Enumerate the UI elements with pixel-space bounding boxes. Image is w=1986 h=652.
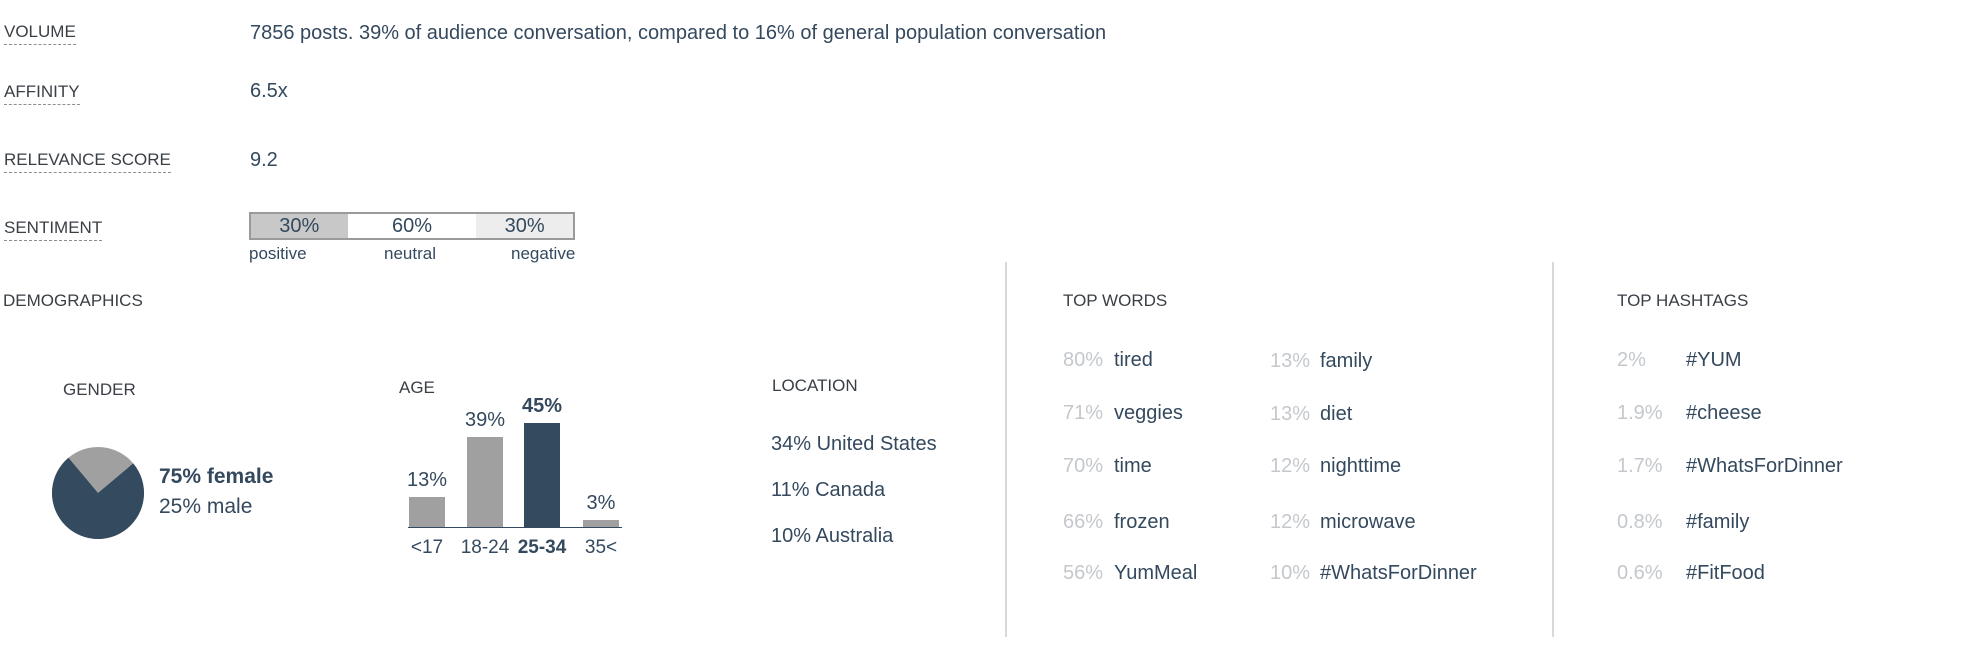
top-word-pct: 12% bbox=[1270, 511, 1311, 533]
top-word-text[interactable]: frozen bbox=[1114, 511, 1170, 533]
top-word-text[interactable]: diet bbox=[1320, 403, 1353, 425]
relevance-score-value: 9.2 bbox=[250, 149, 278, 171]
gender-male-label: 25% male bbox=[159, 495, 253, 518]
sentiment-positive-pct: 30% bbox=[279, 214, 320, 237]
top-words-title: TOP WORDS bbox=[1063, 291, 1168, 310]
gender-female-label: 75% female bbox=[159, 465, 274, 488]
gender-title: GENDER bbox=[63, 380, 136, 399]
volume-value: 7856 posts. 39% of audience conversation… bbox=[250, 22, 1107, 44]
sentiment-bar: 30% 60% 30% bbox=[249, 212, 575, 240]
affinity-label[interactable]: AFFINITY bbox=[4, 82, 80, 105]
location-item: 10% Australia bbox=[771, 525, 894, 547]
age-bar-category-label: 18-24 bbox=[460, 537, 510, 558]
age-bar bbox=[467, 436, 503, 527]
top-hashtag-pct: 2% bbox=[1617, 349, 1646, 371]
top-word-text[interactable]: tired bbox=[1114, 349, 1153, 371]
top-hashtag-text[interactable]: #cheese bbox=[1686, 402, 1762, 424]
top-word-pct: 10% bbox=[1270, 562, 1311, 584]
sentiment-label[interactable]: SENTIMENT bbox=[4, 218, 103, 241]
age-bar-value-label: 3% bbox=[586, 492, 616, 515]
top-hashtag-text[interactable]: #YUM bbox=[1686, 349, 1742, 371]
age-bar-category-label: 35< bbox=[584, 537, 618, 558]
age-bar bbox=[583, 520, 619, 527]
sentiment-neutral-pct: 60% bbox=[391, 214, 432, 237]
top-hashtags-title: TOP HASHTAGS bbox=[1617, 291, 1749, 310]
top-word-pct: 70% bbox=[1063, 455, 1104, 477]
top-word-pct: 13% bbox=[1270, 403, 1311, 425]
affinity-value: 6.5x bbox=[250, 80, 288, 102]
pie-slice-female bbox=[51, 457, 144, 539]
top-hashtag-pct: 0.8% bbox=[1617, 511, 1663, 533]
top-word-pct: 80% bbox=[1063, 349, 1104, 371]
location-title: LOCATION bbox=[772, 376, 858, 395]
top-hashtag-text[interactable]: #FitFood bbox=[1686, 562, 1765, 584]
top-word-pct: 12% bbox=[1270, 455, 1311, 477]
top-word-text[interactable]: nighttime bbox=[1320, 455, 1402, 477]
age-bar-value-label: 13% bbox=[406, 468, 448, 491]
top-word-text[interactable]: family bbox=[1320, 350, 1373, 372]
top-word-text[interactable]: time bbox=[1114, 455, 1152, 477]
age-chart-baseline bbox=[408, 527, 622, 528]
location-item: 34% United States bbox=[771, 433, 937, 455]
sentiment-positive-segment: 30% bbox=[251, 214, 348, 238]
top-word-pct: 71% bbox=[1063, 402, 1104, 424]
top-hashtag-pct: 0.6% bbox=[1617, 562, 1663, 584]
top-hashtag-pct: 1.9% bbox=[1617, 402, 1663, 424]
age-bar-category-label: 25-34 bbox=[517, 537, 567, 558]
sentiment-negative-pct: 30% bbox=[504, 214, 545, 237]
top-word-text[interactable]: #WhatsForDinner bbox=[1320, 562, 1477, 584]
sentiment-positive-caption: positive bbox=[249, 244, 307, 263]
age-title: AGE bbox=[399, 378, 435, 397]
age-bar-value-label: 45% bbox=[521, 395, 563, 417]
section-divider bbox=[1005, 262, 1007, 637]
section-divider bbox=[1552, 262, 1554, 637]
top-word-pct: 66% bbox=[1063, 511, 1104, 533]
top-hashtag-text[interactable]: #family bbox=[1686, 511, 1750, 533]
sentiment-neutral-caption: neutral bbox=[384, 244, 436, 263]
top-word-pct: 13% bbox=[1270, 350, 1311, 372]
age-bar bbox=[409, 496, 445, 527]
top-word-text[interactable]: microwave bbox=[1320, 511, 1416, 533]
sentiment-neutral-segment: 60% bbox=[347, 214, 477, 238]
age-bar-value-label: 39% bbox=[464, 408, 506, 431]
sentiment-negative-caption: negative bbox=[511, 244, 576, 263]
top-word-text[interactable]: YumMeal bbox=[1114, 562, 1198, 584]
top-hashtag-pct: 1.7% bbox=[1617, 455, 1663, 477]
top-word-pct: 56% bbox=[1063, 562, 1104, 584]
age-bar-category-label: <17 bbox=[410, 537, 444, 558]
demographics-title: DEMOGRAPHICS bbox=[3, 291, 143, 310]
age-bar bbox=[524, 423, 560, 527]
top-hashtag-text[interactable]: #WhatsForDinner bbox=[1686, 455, 1843, 477]
location-item: 11% Canada bbox=[771, 479, 886, 501]
relevance-score-label[interactable]: RELEVANCE SCORE bbox=[4, 150, 171, 173]
sentiment-negative-segment: 30% bbox=[476, 214, 573, 238]
gender-pie-chart bbox=[51, 447, 144, 539]
top-word-text[interactable]: veggies bbox=[1114, 402, 1183, 424]
volume-label[interactable]: VOLUME bbox=[4, 22, 76, 45]
